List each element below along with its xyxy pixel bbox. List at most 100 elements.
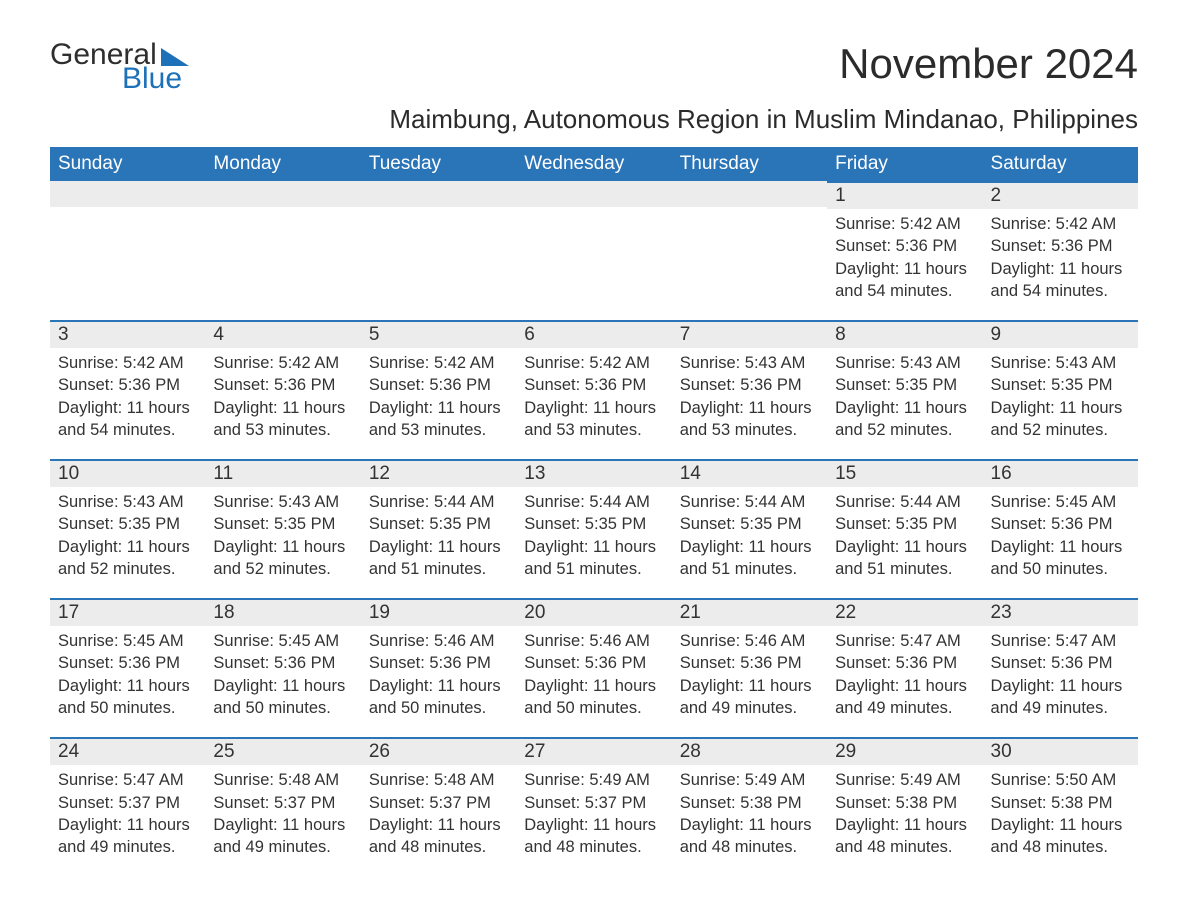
daylight-text: Daylight: 11 hours and 51 minutes. xyxy=(369,536,508,581)
daylight-text: Daylight: 11 hours and 48 minutes. xyxy=(835,814,974,859)
sunrise-text: Sunrise: 5:47 AM xyxy=(991,630,1130,652)
calendar-cell xyxy=(205,181,360,320)
sunset-text: Sunset: 5:35 PM xyxy=(680,513,819,535)
day-number: 3 xyxy=(50,322,205,348)
calendar-cell: 10Sunrise: 5:43 AMSunset: 5:35 PMDayligh… xyxy=(50,459,205,598)
daylight-text: Daylight: 11 hours and 54 minutes. xyxy=(835,258,974,303)
daylight-text: Daylight: 11 hours and 50 minutes. xyxy=(991,536,1130,581)
calendar-cell: 7Sunrise: 5:43 AMSunset: 5:36 PMDaylight… xyxy=(672,320,827,459)
day-number: 13 xyxy=(516,461,671,487)
sunrise-text: Sunrise: 5:45 AM xyxy=(213,630,352,652)
daylight-text: Daylight: 11 hours and 48 minutes. xyxy=(369,814,508,859)
sunset-text: Sunset: 5:36 PM xyxy=(213,374,352,396)
sunset-text: Sunset: 5:36 PM xyxy=(58,652,197,674)
empty-day-bar xyxy=(50,181,205,207)
sunset-text: Sunset: 5:36 PM xyxy=(680,652,819,674)
sunrise-text: Sunrise: 5:46 AM xyxy=(524,630,663,652)
day-number: 16 xyxy=(983,461,1138,487)
day-number: 10 xyxy=(50,461,205,487)
daylight-text: Daylight: 11 hours and 49 minutes. xyxy=(835,675,974,720)
logo-text-2: Blue xyxy=(122,64,189,94)
day-content: Sunrise: 5:47 AMSunset: 5:36 PMDaylight:… xyxy=(983,626,1138,719)
calendar-cell: 26Sunrise: 5:48 AMSunset: 5:37 PMDayligh… xyxy=(361,737,516,876)
day-content: Sunrise: 5:49 AMSunset: 5:37 PMDaylight:… xyxy=(516,765,671,858)
day-content: Sunrise: 5:42 AMSunset: 5:36 PMDaylight:… xyxy=(827,209,982,302)
daylight-text: Daylight: 11 hours and 49 minutes. xyxy=(991,675,1130,720)
page-title: November 2024 xyxy=(839,40,1138,88)
day-number: 25 xyxy=(205,739,360,765)
calendar-cell: 19Sunrise: 5:46 AMSunset: 5:36 PMDayligh… xyxy=(361,598,516,737)
day-number: 27 xyxy=(516,739,671,765)
sunrise-text: Sunrise: 5:44 AM xyxy=(680,491,819,513)
daylight-text: Daylight: 11 hours and 49 minutes. xyxy=(680,675,819,720)
sunrise-text: Sunrise: 5:44 AM xyxy=(524,491,663,513)
sunset-text: Sunset: 5:38 PM xyxy=(835,792,974,814)
day-content: Sunrise: 5:43 AMSunset: 5:35 PMDaylight:… xyxy=(983,348,1138,441)
daylight-text: Daylight: 11 hours and 53 minutes. xyxy=(680,397,819,442)
day-content: Sunrise: 5:46 AMSunset: 5:36 PMDaylight:… xyxy=(672,626,827,719)
day-number: 19 xyxy=(361,600,516,626)
sunset-text: Sunset: 5:37 PM xyxy=(369,792,508,814)
day-content: Sunrise: 5:43 AMSunset: 5:35 PMDaylight:… xyxy=(827,348,982,441)
sunrise-text: Sunrise: 5:47 AM xyxy=(58,769,197,791)
calendar-cell: 8Sunrise: 5:43 AMSunset: 5:35 PMDaylight… xyxy=(827,320,982,459)
sunset-text: Sunset: 5:36 PM xyxy=(991,652,1130,674)
daylight-text: Daylight: 11 hours and 48 minutes. xyxy=(991,814,1130,859)
day-number: 1 xyxy=(827,183,982,209)
daylight-text: Daylight: 11 hours and 50 minutes. xyxy=(213,675,352,720)
sunrise-text: Sunrise: 5:45 AM xyxy=(991,491,1130,513)
sunset-text: Sunset: 5:35 PM xyxy=(835,374,974,396)
calendar-cell: 5Sunrise: 5:42 AMSunset: 5:36 PMDaylight… xyxy=(361,320,516,459)
day-number: 8 xyxy=(827,322,982,348)
sunrise-text: Sunrise: 5:42 AM xyxy=(835,213,974,235)
weekday-header: Wednesday xyxy=(516,147,671,181)
sunrise-text: Sunrise: 5:49 AM xyxy=(835,769,974,791)
daylight-text: Daylight: 11 hours and 53 minutes. xyxy=(369,397,508,442)
sunset-text: Sunset: 5:35 PM xyxy=(835,513,974,535)
sunset-text: Sunset: 5:37 PM xyxy=(524,792,663,814)
calendar-cell: 29Sunrise: 5:49 AMSunset: 5:38 PMDayligh… xyxy=(827,737,982,876)
day-content: Sunrise: 5:45 AMSunset: 5:36 PMDaylight:… xyxy=(50,626,205,719)
day-number: 2 xyxy=(983,183,1138,209)
sunrise-text: Sunrise: 5:43 AM xyxy=(835,352,974,374)
empty-day-bar xyxy=(672,181,827,207)
day-number: 26 xyxy=(361,739,516,765)
daylight-text: Daylight: 11 hours and 53 minutes. xyxy=(524,397,663,442)
daylight-text: Daylight: 11 hours and 49 minutes. xyxy=(58,814,197,859)
day-content: Sunrise: 5:47 AMSunset: 5:36 PMDaylight:… xyxy=(827,626,982,719)
calendar-cell: 20Sunrise: 5:46 AMSunset: 5:36 PMDayligh… xyxy=(516,598,671,737)
day-number: 6 xyxy=(516,322,671,348)
location-subtitle: Maimbung, Autonomous Region in Muslim Mi… xyxy=(50,104,1138,135)
sunset-text: Sunset: 5:36 PM xyxy=(369,374,508,396)
day-content: Sunrise: 5:44 AMSunset: 5:35 PMDaylight:… xyxy=(827,487,982,580)
sunset-text: Sunset: 5:37 PM xyxy=(58,792,197,814)
calendar-cell: 17Sunrise: 5:45 AMSunset: 5:36 PMDayligh… xyxy=(50,598,205,737)
calendar-cell: 1Sunrise: 5:42 AMSunset: 5:36 PMDaylight… xyxy=(827,181,982,320)
day-number: 12 xyxy=(361,461,516,487)
sunrise-text: Sunrise: 5:47 AM xyxy=(835,630,974,652)
sunrise-text: Sunrise: 5:49 AM xyxy=(524,769,663,791)
sunset-text: Sunset: 5:36 PM xyxy=(991,235,1130,257)
sunrise-text: Sunrise: 5:45 AM xyxy=(58,630,197,652)
calendar-row: 24Sunrise: 5:47 AMSunset: 5:37 PMDayligh… xyxy=(50,737,1138,876)
calendar-cell: 16Sunrise: 5:45 AMSunset: 5:36 PMDayligh… xyxy=(983,459,1138,598)
sunset-text: Sunset: 5:36 PM xyxy=(524,374,663,396)
day-content: Sunrise: 5:43 AMSunset: 5:35 PMDaylight:… xyxy=(50,487,205,580)
day-number: 21 xyxy=(672,600,827,626)
daylight-text: Daylight: 11 hours and 51 minutes. xyxy=(524,536,663,581)
day-number: 20 xyxy=(516,600,671,626)
calendar-cell: 21Sunrise: 5:46 AMSunset: 5:36 PMDayligh… xyxy=(672,598,827,737)
calendar-cell: 30Sunrise: 5:50 AMSunset: 5:38 PMDayligh… xyxy=(983,737,1138,876)
daylight-text: Daylight: 11 hours and 52 minutes. xyxy=(58,536,197,581)
weekday-header-row: Sunday Monday Tuesday Wednesday Thursday… xyxy=(50,147,1138,181)
sunrise-text: Sunrise: 5:46 AM xyxy=(680,630,819,652)
day-number: 15 xyxy=(827,461,982,487)
day-content: Sunrise: 5:50 AMSunset: 5:38 PMDaylight:… xyxy=(983,765,1138,858)
calendar-cell xyxy=(516,181,671,320)
day-number: 11 xyxy=(205,461,360,487)
sunrise-text: Sunrise: 5:48 AM xyxy=(213,769,352,791)
calendar-page: General Blue November 2024 Maimbung, Aut… xyxy=(0,0,1188,916)
day-number: 7 xyxy=(672,322,827,348)
sunrise-text: Sunrise: 5:44 AM xyxy=(835,491,974,513)
daylight-text: Daylight: 11 hours and 52 minutes. xyxy=(213,536,352,581)
